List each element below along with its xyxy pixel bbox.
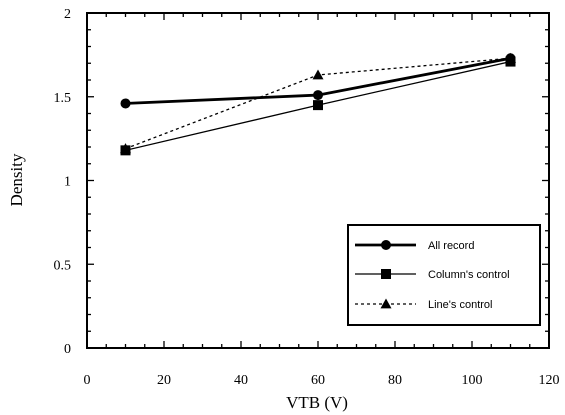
x-tick-label: 0 [84, 373, 91, 388]
series-triangle [120, 52, 516, 154]
data-point-triangle [312, 69, 324, 80]
legend-marker-circle [381, 240, 391, 250]
legend: All record Column's control Line's control [347, 224, 541, 326]
y-axis-label: Density [7, 153, 26, 206]
y-tick-label: 0.5 [54, 258, 72, 273]
y-tick-label: 2 [64, 7, 71, 22]
legend-label: All record [428, 240, 474, 252]
legend-box [347, 224, 541, 326]
x-tick-label: 20 [157, 373, 171, 388]
y-tick-label: 0 [64, 342, 71, 357]
x-tick-label: 40 [234, 373, 248, 388]
x-tick-label: 60 [311, 373, 325, 388]
y-tick-label: 1 [64, 175, 71, 190]
x-tick-label: 80 [388, 373, 402, 388]
x-axis-label: VTB (V) [286, 393, 348, 412]
legend-label: Line's control [428, 299, 492, 311]
data-point-circle [313, 90, 323, 101]
data-point-triangle [120, 143, 131, 154]
legend-item: Column's control [355, 269, 510, 281]
legend-label: Column's control [428, 269, 510, 281]
legend-item: Line's control [355, 298, 492, 311]
legend-marker-square [381, 269, 391, 279]
x-tick-label: 120 [539, 373, 560, 388]
y-tick-label: 1.5 [54, 91, 72, 106]
data-point-circle [120, 98, 131, 109]
legend-item: All record [355, 240, 474, 252]
data-point-square [313, 100, 323, 111]
data-point-triangle [505, 52, 516, 63]
legend-marker-triangle [380, 298, 392, 309]
x-tick-label: 100 [462, 373, 483, 388]
